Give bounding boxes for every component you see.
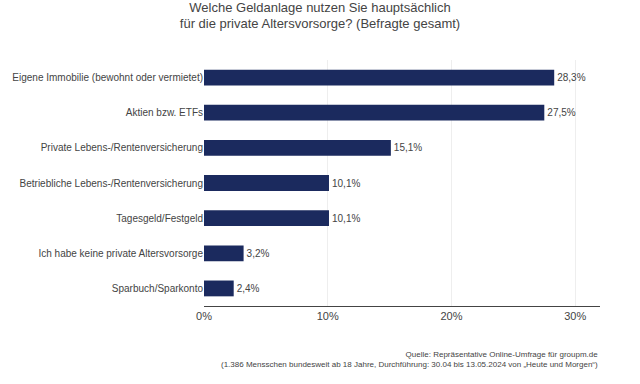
- svg-text:Eigene Immobilie (bewohnt oder: Eigene Immobilie (bewohnt oder vermietet…: [12, 72, 203, 83]
- svg-text:Aktien bzw. ETFs: Aktien bzw. ETFs: [126, 107, 203, 118]
- svg-text:Private Lebens-/Rentenversiche: Private Lebens-/Rentenversicherung: [41, 142, 203, 153]
- svg-text:10%: 10%: [317, 310, 339, 322]
- svg-text:Welche Geldanlage nutzen Sie h: Welche Geldanlage nutzen Sie hauptsächli…: [180, 0, 460, 31]
- svg-text:2,4%: 2,4%: [237, 283, 260, 294]
- svg-text:Tagesgeld/Festgeld: Tagesgeld/Festgeld: [116, 213, 203, 224]
- svg-text:10,1%: 10,1%: [332, 213, 360, 224]
- svg-text:15,1%: 15,1%: [394, 142, 422, 153]
- svg-text:10,1%: 10,1%: [332, 178, 360, 189]
- svg-text:20%: 20%: [440, 310, 462, 322]
- svg-text:Quelle: Repräsentative Online-: Quelle: Repräsentative Online-Umfrage fü…: [221, 350, 598, 369]
- svg-text:0%: 0%: [196, 310, 212, 322]
- svg-text:Sparbuch/Sparkonto: Sparbuch/Sparkonto: [112, 283, 204, 294]
- svg-text:3,2%: 3,2%: [247, 248, 270, 259]
- svg-text:30%: 30%: [564, 310, 586, 322]
- svg-text:27,5%: 27,5%: [547, 107, 575, 118]
- svg-text:Betriebliche Lebens-/Rentenver: Betriebliche Lebens-/Rentenversicherung: [20, 178, 203, 189]
- svg-text:Ich habe keine private Altersv: Ich habe keine private Altersvorsorge: [38, 248, 203, 259]
- svg-text:28,3%: 28,3%: [557, 72, 585, 83]
